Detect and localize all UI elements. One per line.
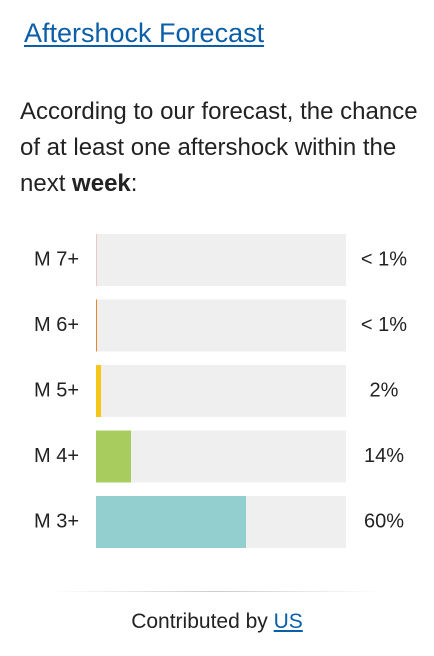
- intro-emphasis: week: [72, 170, 131, 197]
- bar: [96, 496, 246, 548]
- category-label: M 5+: [34, 379, 79, 401]
- value-label: 2%: [370, 379, 399, 401]
- intro-text: According to our forecast, the chance of…: [20, 98, 418, 197]
- bar-track: [96, 234, 346, 286]
- bar-track: [96, 365, 346, 417]
- footer-text: Contributed by: [131, 610, 268, 633]
- bar: [96, 365, 101, 417]
- bar: [96, 299, 97, 352]
- bar: [96, 430, 131, 483]
- bar-track: [96, 430, 346, 483]
- footer-link[interactable]: US: [273, 610, 303, 633]
- value-label: < 1%: [361, 248, 407, 270]
- divider: [50, 591, 384, 592]
- value-label: < 1%: [361, 314, 407, 336]
- footer: Contributed by US: [0, 610, 434, 634]
- bar-track: [96, 299, 346, 352]
- category-label: M 4+: [34, 445, 79, 467]
- category-label: M 7+: [34, 248, 79, 270]
- category-label: M 3+: [34, 510, 79, 532]
- value-label: 60%: [364, 510, 404, 532]
- chart: M 7+ < 1% M 6+ < 1% M 5+ 2% M 4+ 14% M 3+ 60%: [34, 234, 407, 548]
- title-link[interactable]: Aftershock Forecast: [24, 18, 265, 48]
- value-label: 14%: [364, 445, 404, 467]
- intro-end: :: [130, 170, 138, 197]
- intro: According to our forecast, the chance of…: [20, 94, 420, 202]
- category-label: M 6+: [34, 314, 79, 336]
